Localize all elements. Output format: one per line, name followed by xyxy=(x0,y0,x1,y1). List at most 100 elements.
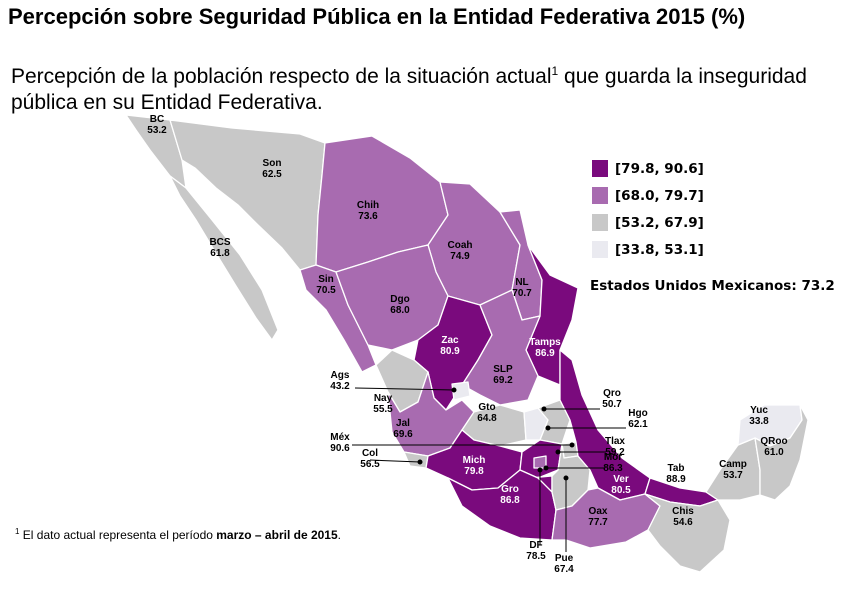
state-value-Ags: 43.2 xyxy=(330,381,350,392)
state-value-QRoo: 61.0 xyxy=(764,447,784,458)
state-value-Col: 56.5 xyxy=(360,459,380,470)
footnote-text: El dato actual representa el período xyxy=(19,528,217,542)
state-value-DF: 78.5 xyxy=(526,551,546,562)
state-label-Gto: Gto xyxy=(478,402,495,413)
state-value-Hgo: 62.1 xyxy=(628,419,648,430)
state-value-Qro: 50.7 xyxy=(602,399,622,410)
footnote-period: marzo – abril de 2015 xyxy=(216,528,338,542)
state-label-Camp: Camp xyxy=(719,459,747,470)
state-label-Jal: Jal xyxy=(396,418,410,429)
state-value-Mich: 79.8 xyxy=(464,466,484,477)
state-Son xyxy=(169,119,326,271)
state-label-Tab: Tab xyxy=(667,463,684,474)
state-label-Col: Col xyxy=(362,448,378,459)
leader-lines xyxy=(352,387,626,552)
state-value-Dgo: 68.0 xyxy=(390,305,410,316)
state-value-Yuc: 33.8 xyxy=(749,416,769,427)
subtitle-text: Percepción de la población respecto de l… xyxy=(11,65,552,88)
state-label-Méx: Méx xyxy=(330,432,350,443)
legend-label: [68.0, 79.7] xyxy=(615,187,704,204)
legend-item: [68.0, 79.7] xyxy=(592,182,704,209)
state-label-Coah: Coah xyxy=(448,240,473,251)
state-label-Sin: Sin xyxy=(318,274,334,285)
state-value-Ver: 80.5 xyxy=(611,485,631,496)
state-label-SLP: SLP xyxy=(493,364,513,375)
state-label-Oax: Oax xyxy=(589,506,608,517)
subtitle-text-rest: que guarda la inseguridad pública en su … xyxy=(11,65,807,114)
subtitle-footnote-mark: 1 xyxy=(551,64,559,78)
state-label-DF: DF xyxy=(529,540,542,551)
state-BCS xyxy=(169,175,279,341)
national-value: 73.2 xyxy=(801,278,835,294)
state-label-Gro: Gro xyxy=(501,484,519,495)
state-labels: BC53.2Son62.5BCS61.8Chih73.6Coah74.9Sin7… xyxy=(147,114,787,575)
state-label-Pue: Pue xyxy=(555,553,574,564)
state-Chis xyxy=(644,493,731,573)
subtitle: Percepción de la población respecto de l… xyxy=(11,58,851,116)
state-label-Yuc: Yuc xyxy=(750,405,768,416)
state-label-Nay: Nay xyxy=(374,393,393,404)
state-label-Ags: Ags xyxy=(331,370,350,381)
state-label-Dgo: Dgo xyxy=(390,294,409,305)
state-value-Tlax: 59.2 xyxy=(605,447,625,458)
state-value-Sin: 70.5 xyxy=(316,285,336,296)
state-value-BCS: 61.8 xyxy=(210,248,230,259)
state-value-Camp: 53.7 xyxy=(723,470,743,481)
national-average: Estados Unidos Mexicanos: 73.2 xyxy=(590,278,835,294)
state-label-Chis: Chis xyxy=(672,506,694,517)
footnote: 1 El dato actual representa el período m… xyxy=(15,527,341,542)
legend-item: [53.2, 67.9] xyxy=(592,209,704,236)
legend-item: [79.8, 90.6] xyxy=(592,155,704,182)
page-title: Percepción sobre Seguridad Pública en la… xyxy=(8,4,746,29)
state-value-Oax: 77.7 xyxy=(588,517,608,528)
legend-label: [53.2, 67.9] xyxy=(615,214,704,231)
state-value-Chih: 73.6 xyxy=(358,211,378,222)
state-value-NL: 70.7 xyxy=(512,288,532,299)
state-label-Zac: Zac xyxy=(441,335,459,346)
state-label-Son: Son xyxy=(263,158,282,169)
legend-swatch xyxy=(592,241,608,258)
state-value-Tab: 88.9 xyxy=(666,474,686,485)
state-value-Zac: 80.9 xyxy=(440,346,460,357)
state-value-BC: 53.2 xyxy=(147,125,167,136)
legend: [79.8, 90.6] [68.0, 79.7] [53.2, 67.9] [33.… xyxy=(592,155,704,263)
state-label-Ver: Ver xyxy=(613,474,629,485)
state-label-Tlax: Tlax xyxy=(605,436,625,447)
state-label-Tamps: Tamps xyxy=(529,337,561,348)
state-Ags xyxy=(451,381,471,401)
legend-swatch xyxy=(592,214,608,231)
state-label-BCS: BCS xyxy=(209,237,230,248)
state-label-Hgo: Hgo xyxy=(628,408,647,419)
state-value-Chis: 54.6 xyxy=(673,517,693,528)
state-label-Mich: Mich xyxy=(463,455,486,466)
state-value-Gto: 64.8 xyxy=(477,413,497,424)
state-value-Pue: 67.4 xyxy=(554,564,574,575)
state-label-Mor: Mor xyxy=(604,452,622,463)
state-shapes xyxy=(125,114,809,573)
state-value-Méx: 90.6 xyxy=(330,443,350,454)
state-label-QRoo: QRoo xyxy=(760,436,787,447)
state-label-Qro: Qro xyxy=(603,388,621,399)
state-SLP xyxy=(461,289,541,406)
state-label-NL: NL xyxy=(515,277,528,288)
state-value-Coah: 74.9 xyxy=(450,251,470,262)
state-label-BC: BC xyxy=(150,114,164,125)
legend-swatch xyxy=(592,187,608,204)
state-DF xyxy=(533,455,547,469)
legend-label: [33.8, 53.1] xyxy=(615,241,704,258)
footnote-mark: 1 xyxy=(15,527,20,536)
legend-swatch xyxy=(592,160,608,177)
legend-item: [33.8, 53.1] xyxy=(592,236,704,263)
state-value-Jal: 69.6 xyxy=(393,429,413,440)
footnote-end: . xyxy=(337,528,341,542)
state-value-Mor: 86.3 xyxy=(603,463,623,474)
state-value-Gro: 86.8 xyxy=(500,495,520,506)
state-QRoo xyxy=(754,404,809,501)
national-label: Estados Unidos Mexicanos: xyxy=(590,278,797,294)
state-value-Son: 62.5 xyxy=(262,169,282,180)
state-value-SLP: 69.2 xyxy=(493,375,513,386)
legend-label: [79.8, 90.6] xyxy=(615,160,704,177)
state-label-Chih: Chih xyxy=(357,200,379,211)
state-value-Nay: 55.5 xyxy=(373,404,393,415)
